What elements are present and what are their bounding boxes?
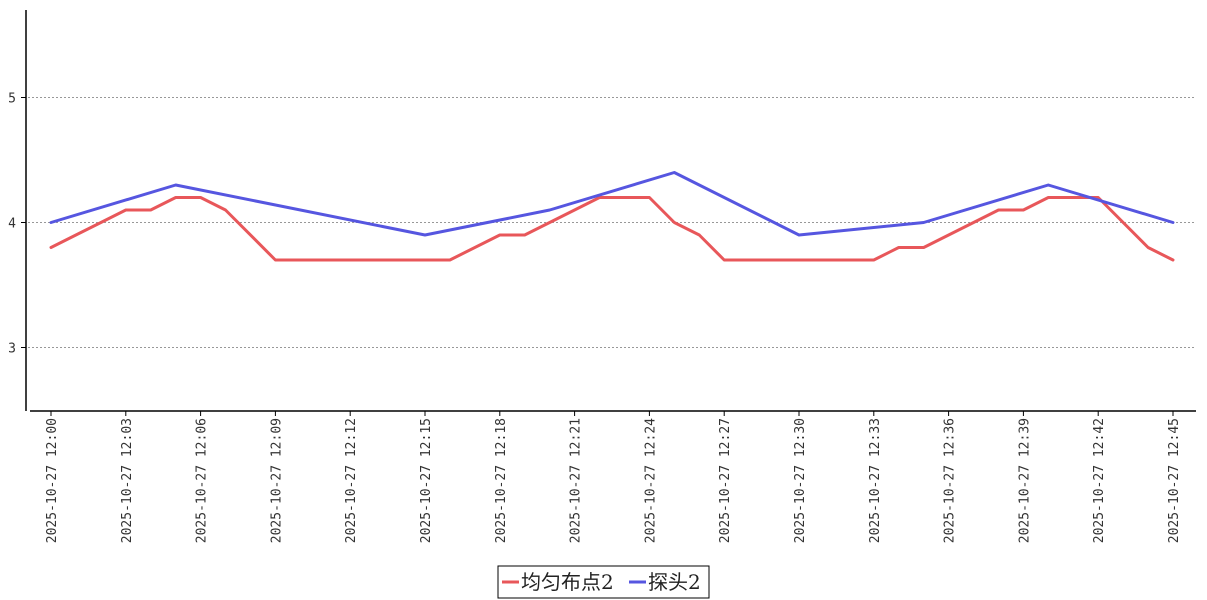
legend-label-series-1: 探头2 [648, 570, 701, 594]
x-tick-label-11: 2025-10-27 12:33 [868, 418, 883, 543]
grid-lines [21, 97, 1196, 348]
x-tick-label-15: 2025-10-27 12:45 [1167, 418, 1182, 543]
x-tick-label-4: 2025-10-27 12:12 [344, 418, 359, 543]
y-tick-label-0: 3 [8, 342, 16, 357]
x-tick-label-3: 2025-10-27 12:09 [269, 418, 284, 543]
legend-box [497, 565, 710, 599]
y-tick-label-2: 5 [8, 92, 16, 107]
series-line-1 [49, 171, 1175, 237]
series-line-0 [49, 196, 1175, 262]
legend: 均匀布点2 探头2 [497, 565, 710, 599]
axes [25, 10, 1196, 412]
y-tick-label-1: 4 [8, 217, 16, 232]
x-tick-label-6: 2025-10-27 12:18 [494, 418, 509, 543]
x-tick-label-9: 2025-10-27 12:27 [718, 418, 733, 543]
series-lines [49, 171, 1175, 262]
x-tick-label-2: 2025-10-27 12:06 [195, 418, 210, 543]
x-tick-label-13: 2025-10-27 12:39 [1017, 418, 1032, 543]
x-tick-label-7: 2025-10-27 12:21 [569, 418, 584, 543]
x-tick-labels: 2025-10-27 12:00 2025-10-27 12:03 2025-10-… [45, 411, 1182, 543]
legend-label-series-0: 均匀布点2 [521, 570, 614, 594]
x-tick-label-14: 2025-10-27 12:42 [1092, 418, 1107, 543]
x-tick-label-12: 2025-10-27 12:36 [943, 418, 958, 543]
x-tick-label-5: 2025-10-27 12:15 [419, 418, 434, 543]
x-tick-label-10: 2025-10-27 12:30 [793, 418, 808, 543]
x-tick-label-8: 2025-10-27 12:24 [643, 418, 658, 543]
x-tick-label-0: 2025-10-27 12:00 [45, 418, 60, 543]
y-tick-labels: 3 4 5 [8, 92, 16, 357]
x-tick-label-1: 2025-10-27 12:03 [120, 418, 135, 543]
